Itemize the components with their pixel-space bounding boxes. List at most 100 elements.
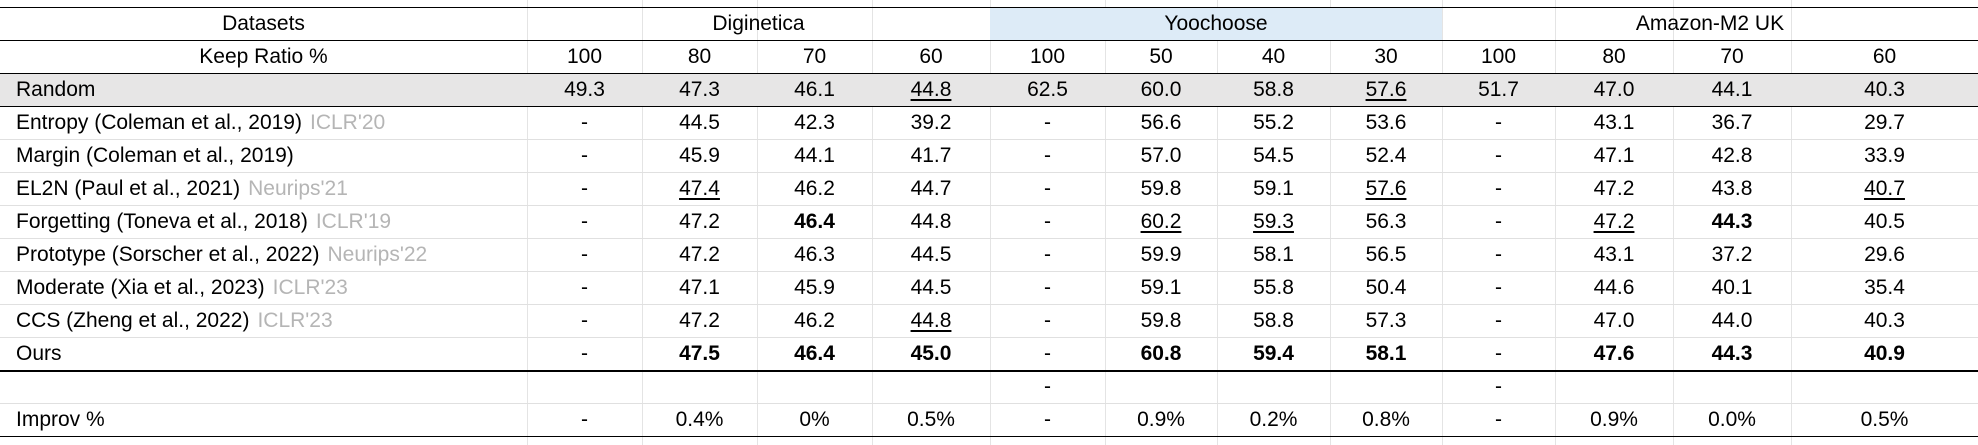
table-cell xyxy=(1791,370,1978,403)
venue-label: ICLR'23 xyxy=(257,309,333,332)
grid-line xyxy=(1673,0,1674,445)
table-cell: - xyxy=(581,342,588,365)
grid-line xyxy=(527,0,528,445)
method-name: Entropy (Coleman et al., 2019) ICLR'20 xyxy=(0,106,527,139)
table-cell: 35.4 xyxy=(1864,276,1905,299)
table-cell: 49.3 xyxy=(564,78,605,101)
table-cell: 44.7 xyxy=(910,177,952,200)
table-cell: 58.1 xyxy=(1253,243,1294,266)
grid-line xyxy=(1555,0,1556,445)
table-cell: 51.7 xyxy=(1478,78,1519,101)
method-label: Entropy (Coleman et al., 2019) xyxy=(16,111,302,134)
table-cell: 0.4% xyxy=(675,408,724,431)
venue-label: ICLR'20 xyxy=(309,111,386,134)
table-cell: 47.6 xyxy=(1593,342,1635,365)
dataset-group-1: Yoochoose xyxy=(1164,12,1268,35)
grid-line xyxy=(990,0,991,445)
table-cell: - xyxy=(1495,177,1502,200)
row-border xyxy=(0,106,1978,107)
table-cell: 44.3 xyxy=(1711,342,1753,365)
keep-ratio-value: 80 xyxy=(1602,45,1626,68)
table-cell: - xyxy=(1495,144,1502,167)
grid-line xyxy=(1105,0,1106,445)
dataset-group-0: Diginetica xyxy=(712,12,805,35)
row-border xyxy=(0,7,1978,8)
table-cell: 36.7 xyxy=(1711,111,1753,134)
table-cell: 56.6 xyxy=(1140,111,1182,134)
table-cell: - xyxy=(581,210,588,233)
datasets-header: Datasets xyxy=(222,12,305,35)
table-cell: 29.6 xyxy=(1864,243,1905,266)
table-cell xyxy=(1673,370,1791,403)
grid-line xyxy=(642,0,643,445)
table-cell: 44.8 xyxy=(910,210,952,233)
table-cell: 47.3 xyxy=(679,78,720,101)
table-cell: 44.3 xyxy=(1711,210,1753,233)
table-cell xyxy=(1555,370,1673,403)
table-cell: - xyxy=(1044,210,1051,233)
table-cell xyxy=(1105,370,1217,403)
table-cell: 44.6 xyxy=(1593,276,1635,299)
method-name: Margin (Coleman et al., 2019) xyxy=(0,139,527,172)
method-name: Forgetting (Toneva et al., 2018) ICLR'19 xyxy=(0,205,527,238)
table-cell: 59.4 xyxy=(1253,342,1294,365)
table-cell: 44.5 xyxy=(910,276,952,299)
table-cell: 55.2 xyxy=(1253,111,1294,134)
table-cell: 54.5 xyxy=(1253,144,1294,167)
table-cell: 56.3 xyxy=(1365,210,1407,233)
grid-line xyxy=(1791,0,1792,445)
table-cell: 44.1 xyxy=(1711,78,1753,101)
table-cell: 29.7 xyxy=(1864,111,1905,134)
table-cell: 47.2 xyxy=(679,243,720,266)
keep-ratio-value: 70 xyxy=(802,45,827,68)
table-cell: 57.0 xyxy=(1140,144,1182,167)
table-cell: 40.1 xyxy=(1711,276,1753,299)
keep-ratio-value: 50 xyxy=(1149,45,1173,68)
method-label: Random xyxy=(16,78,96,101)
row-border xyxy=(0,238,1978,239)
grid-line xyxy=(872,0,873,445)
method-name: Moderate (Xia et al., 2023) ICLR'23 xyxy=(0,271,527,304)
table-cell: 46.2 xyxy=(794,309,835,332)
table-cell xyxy=(872,370,990,403)
table-cell: - xyxy=(1044,342,1051,365)
table-cell: 57.3 xyxy=(1365,309,1407,332)
table-cell xyxy=(757,370,872,403)
keep-ratio-value: 100 xyxy=(1480,45,1517,68)
table-cell: 60.0 xyxy=(1140,78,1182,101)
method-label: Prototype (Sorscher et al., 2022) xyxy=(16,243,320,266)
table-cell: - xyxy=(1495,276,1502,299)
table-cell: - xyxy=(1495,309,1502,332)
table-cell: - xyxy=(581,177,588,200)
table-cell: - xyxy=(581,309,588,332)
table-cell: 43.1 xyxy=(1593,111,1635,134)
table-cell: 44.8 xyxy=(910,78,952,101)
venue-label: Neurips'22 xyxy=(327,243,428,266)
table-cell: 60.8 xyxy=(1140,342,1182,365)
row-border xyxy=(0,205,1978,206)
row-border xyxy=(0,370,1978,372)
method-label: Forgetting (Toneva et al., 2018) xyxy=(16,210,308,233)
table-cell: 39.2 xyxy=(910,111,952,134)
table-cell: 56.5 xyxy=(1365,243,1407,266)
table-cell: 0.2% xyxy=(1249,408,1298,431)
keep-ratio-value: 60 xyxy=(1872,45,1897,68)
table-cell: 44.8 xyxy=(910,309,952,332)
keep-ratio-value: 30 xyxy=(1374,45,1398,68)
keep-ratio-value: 100 xyxy=(566,45,603,68)
row-border xyxy=(0,304,1978,305)
row-border xyxy=(0,139,1978,140)
table-cell: - xyxy=(581,111,588,134)
table-cell xyxy=(642,370,757,403)
table-cell: - xyxy=(1495,375,1502,398)
keep-ratio-header: Keep Ratio % xyxy=(199,45,328,68)
table-cell: 43.1 xyxy=(1593,243,1635,266)
table-cell: 44.0 xyxy=(1711,309,1753,332)
table-cell: 59.8 xyxy=(1140,309,1182,332)
table-cell: - xyxy=(1495,210,1502,233)
table-cell: 55.8 xyxy=(1253,276,1294,299)
dataset-group-2: Amazon-M2 UK xyxy=(1635,12,1785,35)
table-cell: 52.4 xyxy=(1365,144,1407,167)
method-name: CCS (Zheng et al., 2022) ICLR'23 xyxy=(0,304,527,337)
